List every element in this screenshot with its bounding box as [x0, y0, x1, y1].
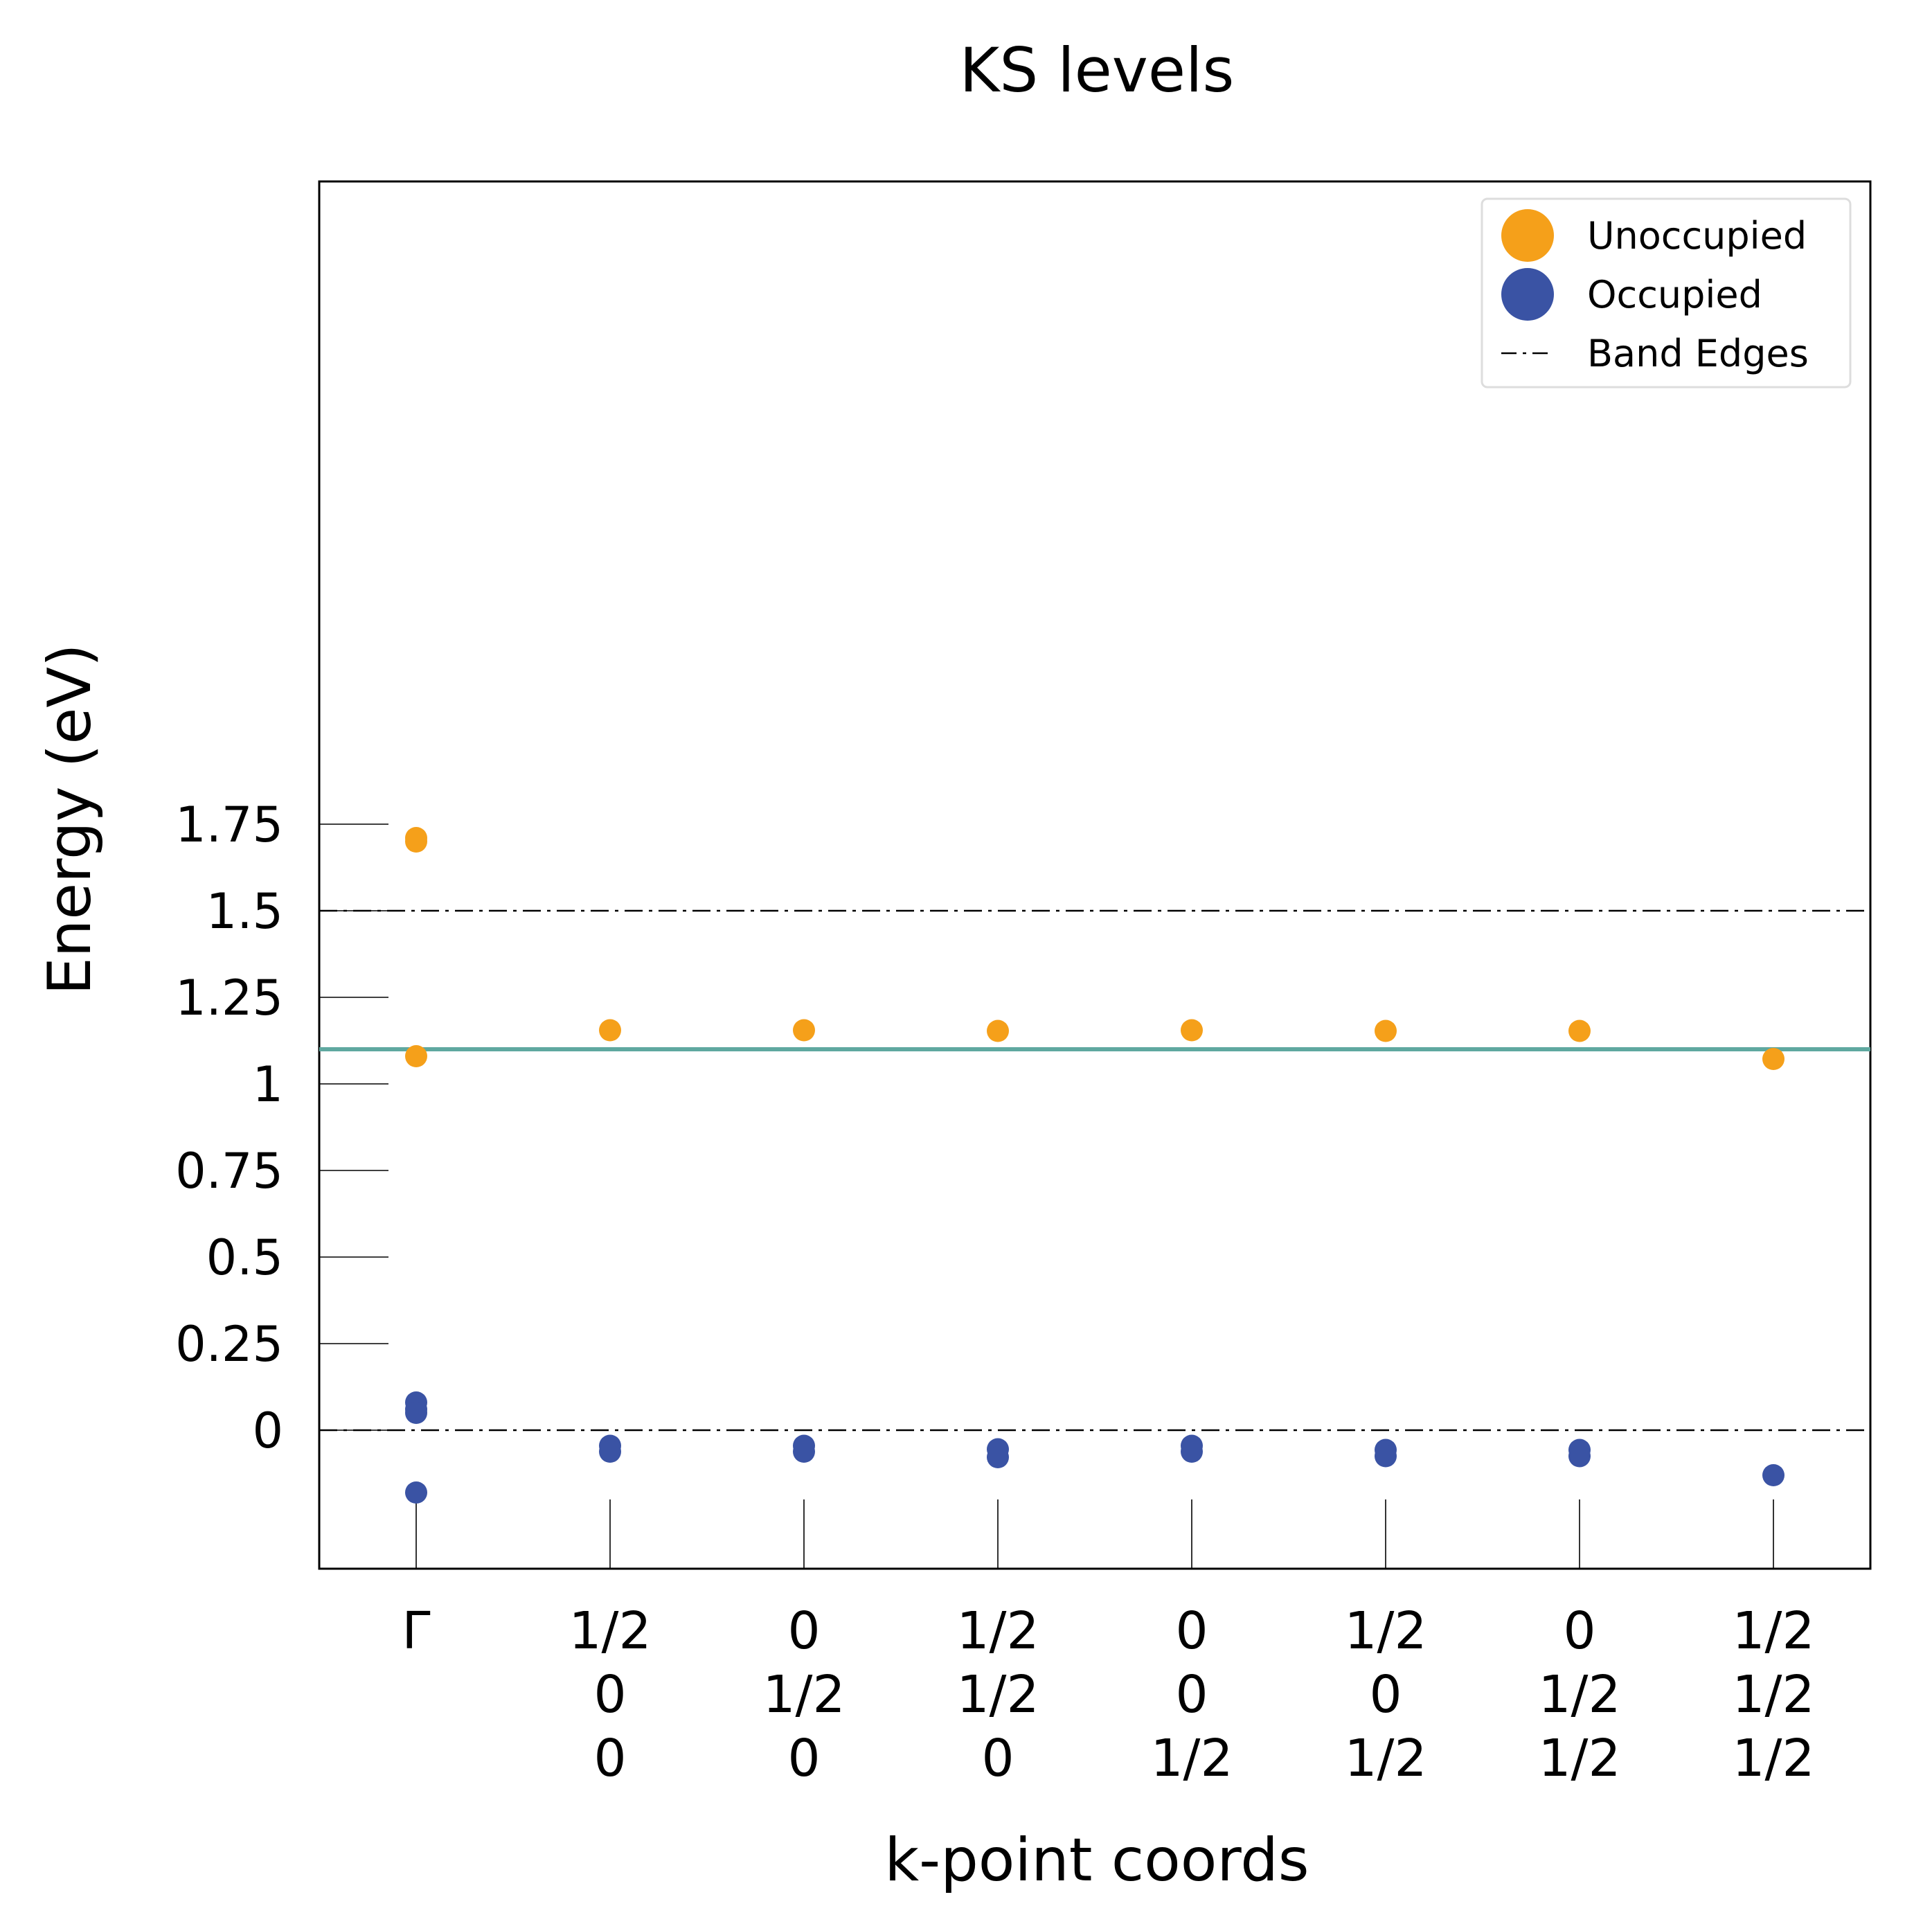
- unoccupied-point: [405, 830, 427, 853]
- x-tick-label: 1/2: [569, 1601, 651, 1661]
- unoccupied-point: [405, 1045, 427, 1067]
- legend-box: [1481, 197, 1852, 389]
- unoccupied-point: [1181, 1019, 1203, 1042]
- legend-marker: [1501, 209, 1554, 262]
- legend-label: Occupied: [1587, 273, 1762, 317]
- x-tick-label: 0: [593, 1729, 626, 1788]
- occupied-point: [987, 1446, 1009, 1468]
- unoccupied-point: [793, 1019, 815, 1042]
- x-tick-label: 0: [593, 1665, 626, 1725]
- x-tick-label: Γ: [402, 1601, 430, 1661]
- y-tick-label: 0.25: [175, 1316, 283, 1373]
- x-tick-label: 1/2: [956, 1601, 1039, 1661]
- occupied-point: [405, 1481, 427, 1504]
- x-tick-label: 1/2: [762, 1665, 845, 1725]
- x-tick-label: 1/2: [956, 1665, 1039, 1725]
- occupied-point: [599, 1441, 621, 1463]
- y-axis-label: Energy (eV): [35, 643, 105, 995]
- x-tick-label: 0: [787, 1601, 820, 1661]
- legend-label: Unoccupied: [1587, 214, 1807, 258]
- y-tick-label: 0.75: [175, 1143, 283, 1200]
- x-tick-label: 1/2: [1732, 1729, 1814, 1788]
- y-tick-label: 0.5: [206, 1229, 283, 1286]
- x-tick-label: 1/2: [1538, 1729, 1620, 1788]
- y-tick-label: 1.75: [175, 796, 283, 853]
- y-tick-label: 1.5: [206, 883, 283, 940]
- legend: Unoccupied Occupied Band Edges: [1481, 197, 1852, 389]
- y-tick-label: 1: [252, 1056, 283, 1113]
- unoccupied-point: [987, 1019, 1009, 1042]
- x-axis-label: k-point coords: [884, 1826, 1309, 1895]
- x-tick-label: 1/2: [1538, 1665, 1620, 1725]
- x-tick-label: 0: [1175, 1601, 1208, 1661]
- x-tick-label: 0: [1563, 1601, 1595, 1661]
- occupied-point: [1762, 1464, 1785, 1486]
- x-tick-label: 0: [1369, 1665, 1402, 1725]
- y-tick-label: 0: [252, 1402, 283, 1459]
- legend-marker: [1501, 268, 1554, 321]
- x-tick-label: 1/2: [1344, 1729, 1426, 1788]
- unoccupied-point: [1375, 1019, 1397, 1042]
- chart-title: KS levels: [960, 35, 1235, 106]
- y-tick-label: 1.25: [175, 970, 283, 1026]
- x-tick-label: 0: [981, 1729, 1014, 1788]
- x-tick-label: 1/2: [1344, 1601, 1426, 1661]
- occupied-point: [1375, 1445, 1397, 1468]
- plot-frame: [318, 180, 1872, 1570]
- occupied-point: [1181, 1441, 1203, 1463]
- occupied-point: [405, 1402, 427, 1424]
- unoccupied-point: [1568, 1019, 1591, 1042]
- x-tick-label: 1/2: [1732, 1601, 1814, 1661]
- x-tick-label: 1/2: [1150, 1729, 1233, 1788]
- unoccupied-point: [1762, 1048, 1785, 1070]
- occupied-point: [1568, 1445, 1591, 1468]
- x-tick-label: 0: [787, 1729, 820, 1788]
- x-tick-label: 0: [1175, 1665, 1208, 1725]
- legend-label: Band Edges: [1587, 332, 1809, 375]
- x-tick-label: 1/2: [1732, 1665, 1814, 1725]
- occupied-point: [793, 1441, 815, 1463]
- unoccupied-point: [599, 1019, 621, 1042]
